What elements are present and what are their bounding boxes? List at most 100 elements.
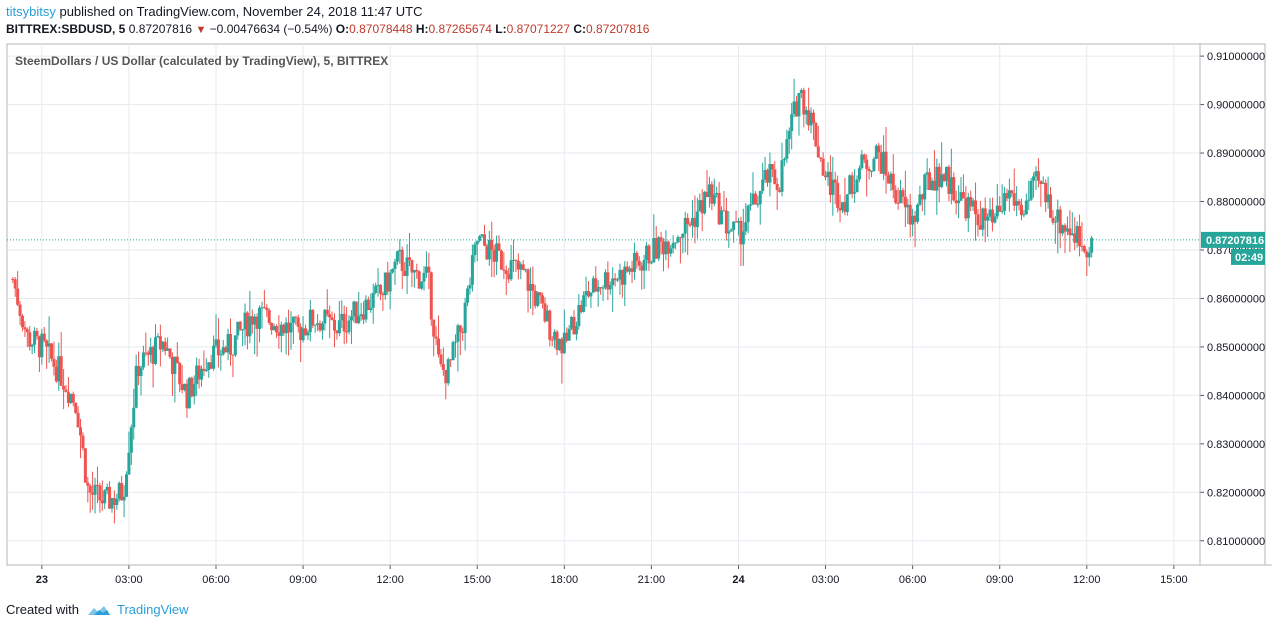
candle-body: [470, 255, 474, 285]
candle-body: [168, 348, 172, 357]
candle-body: [13, 279, 17, 289]
candle-body: [267, 310, 271, 323]
candle-body: [666, 241, 670, 254]
candle-body: [555, 331, 559, 350]
candle-body: [495, 243, 499, 262]
candle-body: [42, 333, 46, 341]
candle-body: [330, 317, 334, 320]
candle-body: [1027, 199, 1031, 201]
candle-body: [342, 313, 346, 332]
candle-body: [1056, 209, 1060, 222]
candle-body: [260, 307, 264, 309]
candle-body: [565, 332, 569, 341]
candle-body: [966, 197, 970, 219]
candle-body: [778, 190, 782, 192]
candle-body: [906, 204, 910, 208]
candle-body: [683, 217, 687, 234]
candle-body: [1000, 210, 1004, 212]
candle-body: [405, 257, 409, 276]
candle-body: [187, 377, 191, 409]
candle-body: [173, 356, 177, 375]
candle-body: [601, 287, 605, 289]
candle-body: [843, 202, 847, 213]
author-link[interactable]: titsybitsy: [6, 4, 56, 19]
candle-body: [463, 302, 467, 334]
candle-body: [183, 383, 187, 391]
candle-body: [509, 260, 513, 280]
candle-body: [753, 193, 757, 205]
candle-body: [192, 384, 196, 397]
candle-body: [886, 175, 890, 184]
candle-body: [395, 251, 399, 262]
candle-body: [449, 359, 453, 361]
candle-body: [253, 316, 257, 325]
candle-body: [262, 307, 266, 309]
candle-body: [16, 288, 20, 305]
candle-body: [1085, 251, 1089, 258]
candle-body: [391, 268, 395, 273]
candle-body: [287, 322, 291, 333]
candle-body: [923, 174, 927, 200]
candle-body: [381, 293, 385, 296]
candle-body: [613, 278, 617, 281]
candle-body: [528, 284, 532, 291]
y-tick-label: 0.82000000: [1207, 487, 1265, 499]
candle-body: [265, 307, 269, 311]
candle-body: [514, 259, 518, 261]
candle-body: [802, 90, 806, 115]
candle-body: [345, 331, 349, 333]
candle-body: [671, 242, 675, 249]
candle-body: [712, 194, 716, 204]
candle-body: [700, 200, 704, 214]
candle-body: [531, 284, 535, 291]
candle-body: [606, 272, 610, 290]
candle-body: [277, 332, 281, 336]
candle-body: [763, 170, 767, 180]
candle-body: [901, 190, 905, 197]
y-tick-label: 0.81000000: [1207, 536, 1265, 548]
candle-body: [1012, 193, 1016, 206]
candle-body: [1003, 193, 1007, 211]
candle-body: [398, 249, 402, 252]
candle-body: [437, 338, 441, 355]
candle-body: [40, 333, 44, 358]
candle-body: [357, 316, 361, 324]
x-tick-label: 21:00: [638, 574, 666, 586]
tradingview-brand-link[interactable]: TradingView: [116, 602, 189, 617]
candle-body: [57, 356, 61, 382]
candle-body: [410, 260, 414, 273]
candle-body: [935, 166, 939, 191]
candle-body: [412, 269, 416, 273]
x-tick-label: 03:00: [115, 574, 143, 586]
candle-body: [572, 316, 576, 335]
footer: Created with TradingView: [6, 602, 189, 617]
y-tick-label: 0.84000000: [1207, 390, 1265, 402]
candle-body: [270, 322, 274, 331]
candle-body: [642, 259, 646, 271]
chart-frame: [6, 43, 1266, 566]
candle-body: [229, 334, 233, 355]
candle-body: [233, 335, 237, 356]
candle-body: [596, 287, 600, 292]
candle-body: [623, 266, 627, 285]
candle-body: [705, 191, 709, 197]
candle-body: [71, 393, 75, 403]
candle-body: [446, 359, 450, 384]
candle-body: [1068, 228, 1072, 236]
candle-body: [439, 354, 443, 365]
candle-body: [661, 241, 665, 255]
x-tick-label: 06:00: [202, 574, 230, 586]
candle-body: [328, 314, 332, 318]
candle-body: [981, 208, 985, 230]
candle-body: [226, 334, 230, 353]
candle-body: [516, 260, 520, 270]
candle-body: [562, 332, 566, 354]
candle-body: [207, 362, 211, 370]
candle-body: [76, 412, 80, 428]
candle-body: [739, 220, 743, 245]
candle-body: [947, 166, 951, 194]
candle-body: [33, 330, 37, 345]
candle-body: [129, 427, 133, 453]
candle-body: [657, 237, 661, 259]
